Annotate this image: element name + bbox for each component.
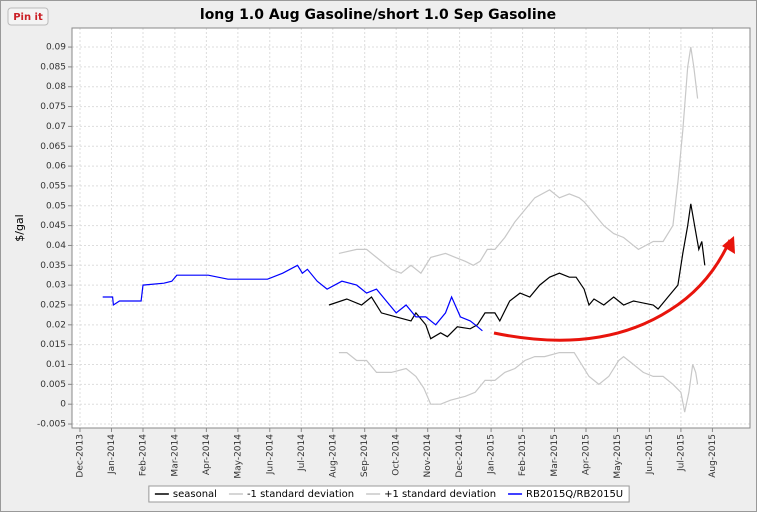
- x-tick-label: Mar-2014: [170, 434, 180, 477]
- x-tick-label: Dec-2014: [455, 434, 465, 478]
- x-tick-label: Aug-2014: [328, 434, 338, 478]
- lines: [102, 46, 706, 413]
- x-tick-label: Jun-2014: [265, 434, 275, 475]
- y-tick-label: 0.04: [46, 241, 66, 251]
- y-tick-label: 0.085: [40, 62, 66, 72]
- x-tick-label: Apr-2015: [582, 434, 592, 475]
- y-tick-label: 0.025: [40, 300, 66, 310]
- y-tick-label: 0.06: [46, 162, 66, 172]
- plot-area: [72, 28, 750, 428]
- x-tick-label: Jul-2015: [676, 434, 686, 472]
- x-tick-label: May-2015: [613, 434, 623, 479]
- x-tick-label: Nov-2014: [423, 434, 433, 478]
- y-tick-label: 0.07: [46, 122, 66, 132]
- y-tick-label: 0.03: [46, 281, 66, 291]
- series-line: [328, 203, 706, 340]
- axes: -0.005 0 0.005 0.01 0.015 0.02 0.025 0.03 0.035 0…: [37, 43, 718, 479]
- x-tick-label: Mar-2015: [550, 434, 560, 477]
- x-tick-label: Jul-2014: [297, 434, 307, 472]
- x-tick-label: Oct-2014: [392, 434, 402, 476]
- legend-label: +1 standard deviation: [384, 489, 496, 500]
- y-tick-label: 0.075: [40, 102, 66, 112]
- y-tick-label: 0.055: [40, 181, 66, 191]
- y-tick-label: 0: [60, 400, 66, 410]
- grid: [72, 28, 750, 428]
- y-tick-label: 0.05: [46, 201, 66, 211]
- y-tick-label: 0.02: [46, 320, 66, 330]
- legend-label: -1 standard deviation: [247, 489, 354, 500]
- chart-title: long 1.0 Aug Gasoline/short 1.0 Sep Gaso…: [200, 7, 556, 23]
- y-tick-label: 0.045: [40, 221, 66, 231]
- x-tick-label: Feb-2014: [138, 434, 148, 476]
- annotation-arrow: [493, 239, 732, 342]
- x-tick-label: Sep-2014: [360, 434, 370, 477]
- pin-button-label[interactable]: Pin it: [13, 12, 43, 23]
- x-tick-label: Jun-2015: [645, 434, 655, 475]
- series-line: [338, 46, 699, 275]
- legend: seasonal -1 standard deviation +1 standard…: [148, 485, 630, 503]
- legend-box: [148, 485, 630, 503]
- y-tick-label: 0.065: [40, 142, 66, 152]
- y-tick-label: 0.035: [40, 261, 66, 271]
- x-tick-label: Jan-2015: [487, 434, 497, 475]
- x-tick-label: May-2014: [233, 434, 243, 479]
- x-tick-label: Dec-2013: [75, 434, 85, 478]
- annotation-arrowhead: [722, 236, 735, 254]
- x-tick-label: Feb-2015: [518, 434, 528, 476]
- legend-label: seasonal: [173, 489, 217, 500]
- plot-border: [71, 27, 751, 429]
- x-tick-label: Jan-2014: [107, 434, 117, 475]
- y-axis-label: $/gal: [13, 214, 26, 241]
- y-tick-label: 0.01: [46, 360, 66, 370]
- y-tick-label: 0.005: [40, 380, 66, 390]
- x-tick-label: Apr-2014: [202, 434, 212, 475]
- y-tick-label: 0.08: [46, 82, 66, 92]
- legend-label: RB2015Q/RB2015U: [526, 489, 623, 500]
- series-line: [102, 264, 483, 332]
- y-tick-label: 0.015: [40, 340, 66, 350]
- y-tick-label: -0.005: [37, 420, 66, 430]
- x-tick-label: Aug-2015: [708, 434, 718, 478]
- y-tick-label: 0.09: [46, 43, 66, 53]
- series-line: [338, 352, 699, 413]
- pin-button-box[interactable]: [7, 7, 49, 26]
- pin-button[interactable]: Pin it: [7, 7, 49, 26]
